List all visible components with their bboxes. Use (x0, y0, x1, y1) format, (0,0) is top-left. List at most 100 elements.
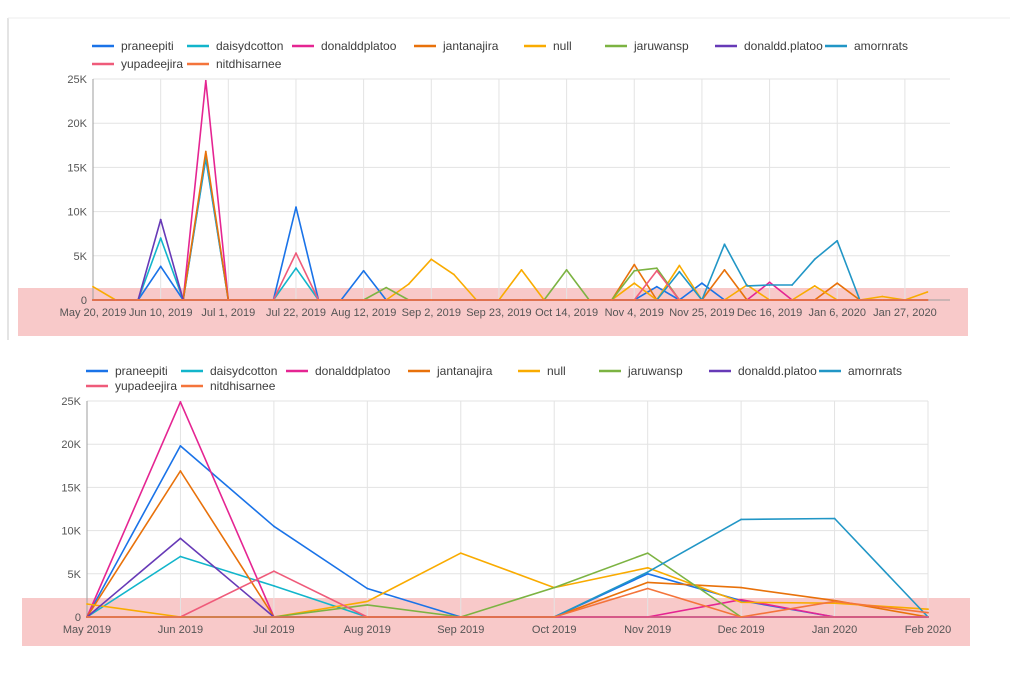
data-point-donalddplatoo (179, 401, 182, 403)
legend-item-praneepiti[interactable]: praneepiti (92, 39, 174, 53)
data-point-nitdhisarnee (633, 299, 636, 301)
x-tick-label: Jan 2020 (812, 624, 857, 636)
data-point-nitdhisarnee (385, 299, 388, 301)
legend-item-donalddplatoo[interactable]: donalddplatoo (286, 364, 391, 378)
legend-label: nitdhisarnee (210, 379, 276, 393)
data-point-null (678, 264, 681, 267)
series-line-donalddplatoo (86, 401, 928, 618)
legend-label: daisydcotton (216, 39, 283, 53)
legend-item-yupadeejira[interactable]: yupadeejira (86, 379, 177, 393)
data-point-nitdhisarnee (723, 299, 726, 301)
data-point-amornrats (723, 243, 726, 246)
data-point-yupadeejira (273, 570, 275, 573)
data-point-nitdhisarnee (746, 299, 748, 301)
x-tick-label: Nov 4, 2019 (605, 307, 664, 319)
data-point-nitdhisarnee (565, 299, 568, 301)
data-point-daisydcotton (179, 555, 182, 558)
data-point-nitdhisarnee (295, 299, 297, 301)
data-point-daisydcotton (295, 267, 297, 270)
data-point-jaruwansp (646, 552, 649, 554)
data-point-jantanajira (179, 470, 182, 472)
data-point-nitdhisarnee (588, 299, 591, 301)
chart-monthly: 0 5K 10K 15K 20K 25K May 2019 Jun 2019 Jul 2019 A… (22, 364, 970, 646)
x-tick-label: Aug 12, 2019 (331, 307, 396, 319)
legend-item-nitdhisarnee[interactable]: nitdhisarnee (181, 379, 276, 393)
x-tick-label: Dec 2019 (718, 624, 765, 636)
legend-item-jaruwansp[interactable]: jaruwansp (599, 364, 683, 378)
data-point-nitdhisarnee (858, 299, 861, 301)
y-tick-label: 10K (61, 526, 81, 538)
data-point-nitdhisarnee (452, 299, 455, 301)
data-point-nitdhisarnee (553, 616, 556, 618)
x-tick-label: Feb 2020 (905, 624, 951, 636)
legend-item-daisydcotton[interactable]: daisydcotton (181, 364, 277, 378)
legend-item-praneepiti[interactable]: praneepiti (86, 364, 168, 378)
data-point-yupadeejira (655, 269, 658, 272)
data-point-donaldd-platoo (179, 537, 182, 540)
data-point-donalddplatoo (204, 79, 207, 82)
data-point-null (92, 285, 94, 288)
series-line-nitdhisarnee (87, 587, 929, 618)
data-point-nitdhisarnee (182, 299, 185, 301)
data-point-nitdhisarnee (272, 299, 275, 301)
data-point-nitdhisarnee (114, 299, 117, 301)
data-point-nitdhisarnee (407, 299, 410, 301)
legend-item-donalddplatoo[interactable]: donalddplatoo (292, 39, 397, 53)
x-tick-label: Sep 23, 2019 (466, 307, 531, 319)
x-tick-label: May 20, 2019 (60, 307, 127, 319)
data-point-jantanajira (836, 282, 839, 285)
data-point-amornrats (791, 284, 793, 286)
legend-item-jaruwansp[interactable]: jaruwansp (605, 39, 689, 53)
x-tick-label: Jul 1, 2019 (201, 307, 255, 319)
data-point-nitdhisarnee (610, 299, 613, 301)
x-tick-label: Oct 2019 (532, 624, 577, 636)
legend-item-daisydcotton[interactable]: daisydcotton (187, 39, 283, 53)
data-point-praneepiti (295, 206, 297, 209)
data-point-nitdhisarnee (904, 299, 906, 301)
data-point-null (520, 269, 523, 271)
data-point-nitdhisarnee (926, 299, 929, 301)
legend-item-donaldd-platoo[interactable]: donaldd.platoo (715, 39, 823, 53)
legend-item-amornrats[interactable]: amornrats (819, 364, 902, 378)
data-point-nitdhisarnee (86, 616, 88, 618)
data-point-nitdhisarnee (927, 611, 929, 614)
data-point-nitdhisarnee (678, 299, 681, 301)
data-point-praneepiti (159, 265, 162, 268)
data-point-null (452, 273, 455, 276)
legend-item-yupadeejira[interactable]: yupadeejira (92, 57, 183, 71)
x-tick-label: Oct 14, 2019 (535, 307, 598, 319)
legend-item-jantanajira[interactable]: jantanajira (408, 364, 493, 378)
legend-item-donaldd-platoo[interactable]: donaldd.platoo (709, 364, 817, 378)
x-tick-label: Nov 2019 (624, 624, 671, 636)
x-tick-label: Aug 2019 (344, 624, 391, 636)
data-point-nitdhisarnee (791, 299, 793, 301)
data-point-yupadeejira (646, 616, 649, 618)
data-point-amornrats (833, 517, 836, 520)
legend-item-null[interactable]: null (524, 39, 572, 53)
legend-label: donaldd.platoo (738, 364, 817, 378)
legend-item-amornrats[interactable]: amornrats (825, 39, 908, 53)
y-tick-label: 0 (75, 612, 81, 624)
y-tick-label: 15K (67, 162, 87, 174)
legend-item-null[interactable]: null (518, 364, 566, 378)
data-point-praneepiti (179, 445, 182, 447)
data-point-nitdhisarnee (833, 600, 836, 603)
legend-item-jantanajira[interactable]: jantanajira (414, 39, 499, 53)
data-point-amornrats (813, 258, 816, 261)
data-point-null (740, 601, 742, 604)
legend-item-nitdhisarnee[interactable]: nitdhisarnee (187, 57, 282, 71)
data-point-praneepiti (273, 525, 275, 528)
chart-weekly: 0 5K 10K 15K 20K 25K May 20, 2019 Jun 10, 2019 J… (7, 17, 1010, 340)
legend-label: donalddplatoo (315, 364, 391, 378)
data-point-null (646, 566, 649, 569)
data-point-jantanajira (204, 150, 207, 153)
data-point-nitdhisarnee (317, 299, 320, 301)
y-tick-label: 5K (74, 251, 88, 263)
data-point-null (407, 283, 410, 285)
legend-label: amornrats (854, 39, 908, 53)
x-tick-label: Sep 2, 2019 (402, 307, 461, 319)
data-point-null (813, 285, 816, 287)
x-tick-label: Jun 2019 (158, 624, 203, 636)
data-point-nitdhisarnee (836, 299, 839, 301)
y-tick-label: 25K (67, 74, 87, 86)
